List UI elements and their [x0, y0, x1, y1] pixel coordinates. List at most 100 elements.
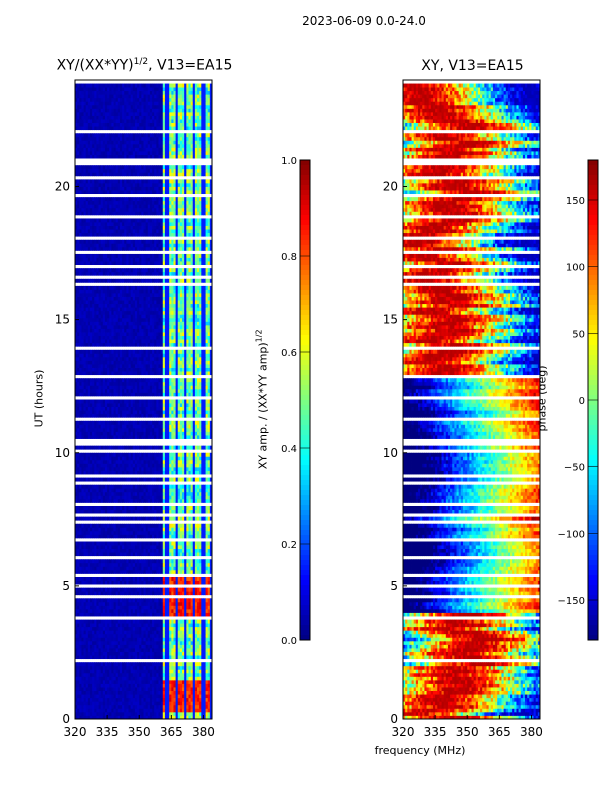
colorbar-segment [300, 595, 310, 601]
colorbar-segment [588, 245, 598, 251]
colorbar-tick-label: 0 [579, 396, 585, 407]
colorbar-segment [588, 620, 598, 626]
colorbar-segment [300, 420, 310, 426]
colorbar-segment [300, 225, 310, 231]
right-colorbar: 150 100 50 0 −50 −100 −150 [558, 159, 599, 641]
colorbar-segment [300, 165, 310, 171]
y-tick-label: 10 [55, 446, 70, 460]
colorbar-segment [300, 475, 310, 481]
colorbar-segment [588, 490, 598, 496]
x-tick-label: 380 [192, 725, 215, 739]
colorbar-segment [588, 480, 598, 486]
x-tick-label: 320 [64, 725, 87, 739]
colorbar-segment [300, 510, 310, 516]
colorbar-segment [588, 210, 598, 216]
colorbar-segment [588, 260, 598, 266]
colorbar-segment [300, 395, 310, 401]
colorbar-segment [588, 405, 598, 411]
colorbar-segment [588, 285, 598, 291]
colorbar-segment [588, 265, 598, 271]
colorbar-segment [300, 520, 310, 526]
colorbar-segment [588, 225, 598, 231]
colorbar-segment [588, 560, 598, 566]
colorbar-segment [300, 495, 310, 501]
colorbar-segment [300, 565, 310, 571]
colorbar-segment [588, 305, 598, 311]
colorbar-segment [300, 480, 310, 486]
left-title-main: XY/(XX*YY) [56, 57, 134, 74]
colorbar-segment [588, 510, 598, 516]
colorbar-segment [300, 440, 310, 446]
colorbar-segment [300, 535, 310, 541]
colorbar-segment [588, 390, 598, 396]
colorbar-segment [300, 635, 310, 641]
colorbar-segment [588, 430, 598, 436]
colorbar-segment [588, 275, 598, 281]
colorbar-segment [588, 310, 598, 316]
colorbar-segment [588, 190, 598, 196]
y-tick-label: 0 [390, 712, 398, 726]
colorbar-segment [588, 325, 598, 331]
y-tick-label: 5 [62, 579, 70, 593]
colorbar-segment [588, 550, 598, 556]
colorbar-segment [588, 255, 598, 261]
colorbar-segment [588, 470, 598, 476]
colorbar-segment [588, 455, 598, 461]
right-axes: 320 335 350 365 380 0 5 10 15 20 [383, 180, 543, 740]
colorbar-segment [300, 360, 310, 366]
colorbar-segment [300, 205, 310, 211]
colorbar-segment [300, 540, 310, 546]
colorbar-segment [588, 375, 598, 381]
colorbar-segment [300, 605, 310, 611]
colorbar-segment [300, 240, 310, 246]
colorbar-segment [588, 235, 598, 241]
colorbar-segment [588, 450, 598, 456]
colorbar-segment [588, 270, 598, 276]
colorbar-segment [588, 505, 598, 511]
colorbar-tick-label: 0.2 [281, 540, 297, 551]
x-axis-label: frequency (MHz) [374, 744, 466, 757]
colorbar-segment [588, 575, 598, 581]
colorbar-segment [300, 180, 310, 186]
colorbar-segment [588, 420, 598, 426]
colorbar-segment [300, 310, 310, 316]
colorbar-segment [300, 600, 310, 606]
colorbar-tick-label: 150 [566, 196, 585, 207]
colorbar-segment [300, 315, 310, 321]
colorbar-segment [588, 400, 598, 406]
colorbar-segment [300, 285, 310, 291]
colorbar-segment [588, 460, 598, 466]
colorbar-segment [300, 320, 310, 326]
left-title-exponent: 1/2 [133, 57, 149, 67]
colorbar-segment [300, 185, 310, 191]
colorbar-segment [588, 535, 598, 541]
colorbar-segment [588, 410, 598, 416]
colorbar-segment [300, 330, 310, 336]
colorbar-segment [300, 260, 310, 266]
left-colorbar: 0.0 0.2 0.4 0.6 0.8 1.0 [281, 156, 311, 647]
colorbar-segment [300, 325, 310, 331]
colorbar-segment [300, 390, 310, 396]
colorbar-segment [300, 370, 310, 376]
colorbar-segment [300, 410, 310, 416]
right-plot-frame [402, 79, 541, 720]
colorbar-segment [588, 435, 598, 441]
colorbar-segment [588, 525, 598, 531]
y-tick-label: 5 [390, 579, 398, 593]
colorbar-segment [588, 475, 598, 481]
colorbar-segment [300, 380, 310, 386]
colorbar-segment [300, 470, 310, 476]
colorbar-segment [300, 560, 310, 566]
colorbar-segment [300, 255, 310, 261]
colorbar-segment [588, 170, 598, 176]
right-heatmap [403, 83, 541, 720]
y-tick-label: 15 [383, 313, 398, 327]
colorbar-segment [588, 295, 598, 301]
colorbar-segment [588, 610, 598, 616]
colorbar-tick-label: 50 [572, 329, 585, 340]
colorbar-segment [300, 220, 310, 226]
colorbar-segment [300, 455, 310, 461]
y-tick-label: 20 [55, 180, 70, 194]
left-plot-frame [74, 79, 213, 720]
colorbar-segment [300, 505, 310, 511]
